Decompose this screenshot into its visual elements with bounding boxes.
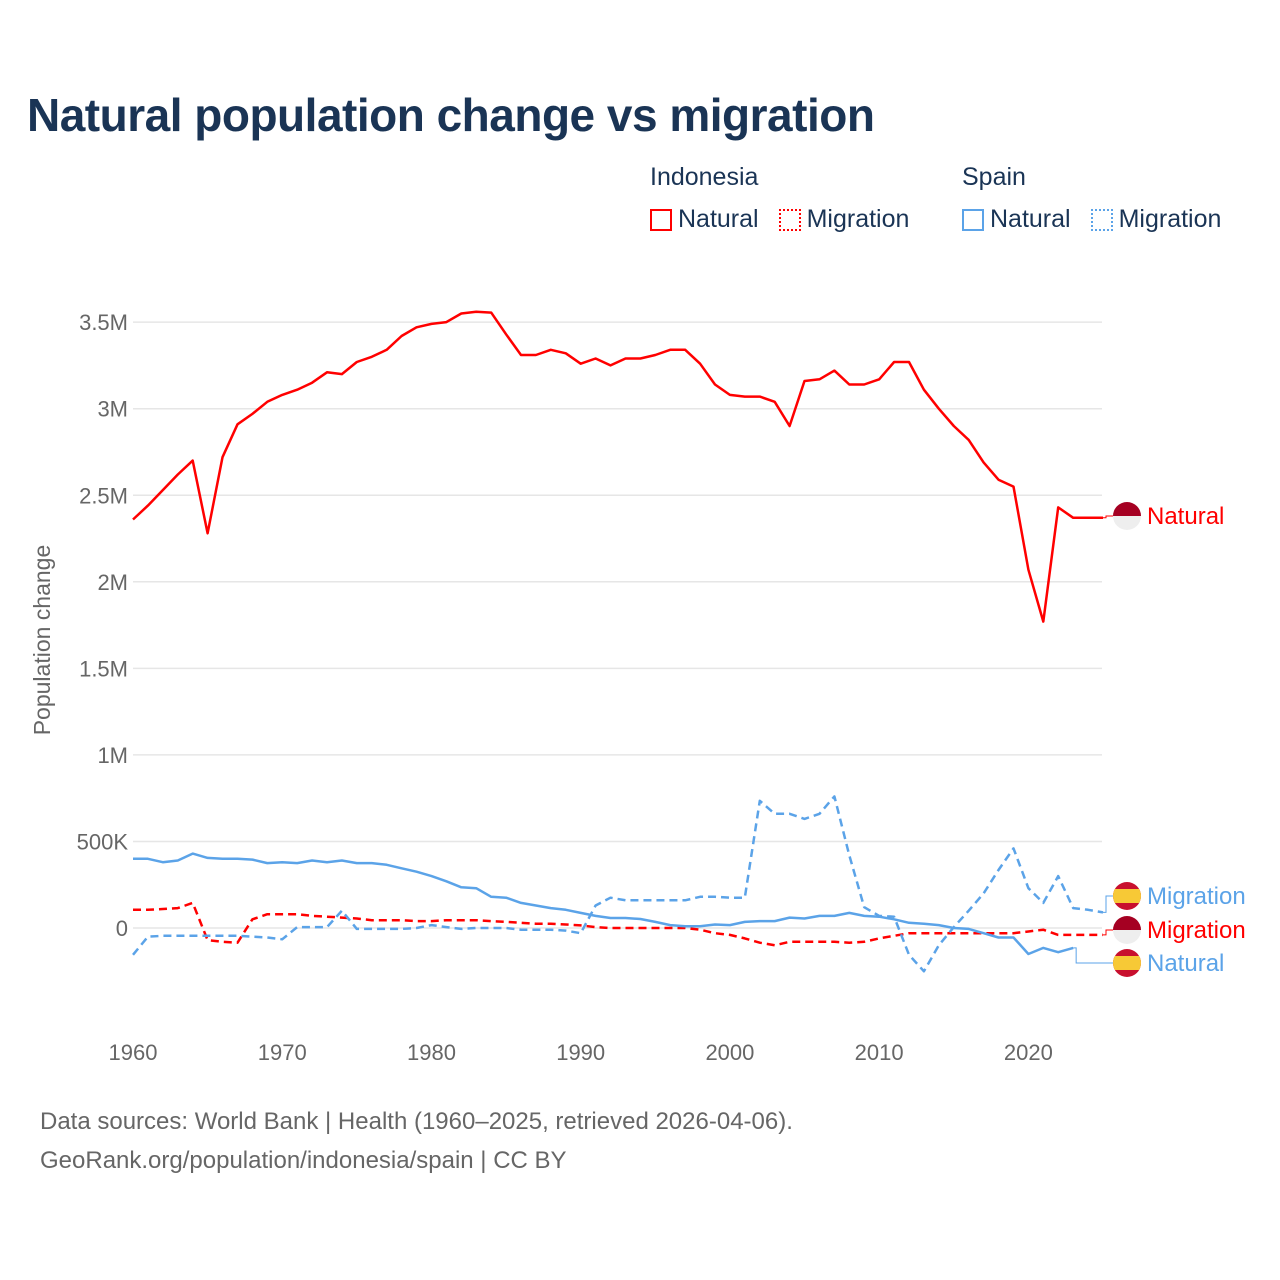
legend-group-spain: Spain: [962, 163, 1026, 191]
series-line-spain-migration: [132, 795, 1104, 973]
legend-items-indonesia: Natural Migration: [650, 205, 909, 234]
series-line-indonesia-migration: [133, 901, 1103, 947]
legend-items-spain: Natural Migration: [962, 205, 1221, 234]
flag-stripe: [1113, 889, 1141, 903]
legend-label: Migration: [806, 205, 910, 233]
label-connector: [1103, 929, 1113, 936]
x-tick-label: 2010: [855, 1040, 904, 1065]
y-tick-label: 1.5M: [79, 656, 128, 681]
legend-item-indonesia-migration[interactable]: Migration: [778, 205, 910, 234]
series-line-indonesia-natural: [132, 310, 1103, 623]
flag-stripe: [1113, 956, 1141, 970]
series-end-label: Natural: [1147, 950, 1224, 977]
flag-stripe: [1113, 502, 1141, 516]
footer-link[interactable]: GeoRank.org/population/indonesia/spain |…: [40, 1147, 567, 1174]
series-end-label: Natural: [1147, 503, 1224, 530]
indonesia-flag-icon: [1113, 916, 1141, 944]
flag-stripe: [1113, 930, 1141, 944]
footer-source: Data sources: World Bank | Health (1960–…: [40, 1108, 793, 1135]
series-line-spain-natural: [133, 852, 1074, 956]
dotted-swatch-icon: [778, 208, 801, 231]
solid-swatch-icon: [650, 208, 672, 231]
y-tick-label: 500K: [77, 829, 129, 854]
chart-title: Natural population change vs migration: [27, 89, 875, 141]
y-axis-label: Population change: [29, 545, 55, 736]
legend-item-indonesia-natural[interactable]: Natural: [650, 205, 759, 234]
x-tick-label: 1980: [407, 1040, 456, 1065]
legend-item-spain-migration[interactable]: Migration: [1090, 205, 1222, 234]
x-tick-label: 1970: [258, 1040, 307, 1065]
y-tick-label: 2M: [97, 570, 128, 595]
y-tick-label: 0: [116, 916, 128, 941]
x-tick-label: 1960: [109, 1040, 158, 1065]
y-tick-label: 1M: [97, 743, 128, 768]
y-tick-label: 3.5M: [79, 310, 128, 335]
x-tick-label: 2020: [1004, 1040, 1053, 1065]
indonesia-flag-icon: [1113, 502, 1141, 530]
legend-label: Natural: [678, 205, 759, 233]
solid-swatch-icon: [962, 208, 984, 231]
x-tick-label: 2000: [705, 1040, 754, 1065]
x-tick-label: 1990: [556, 1040, 605, 1065]
flag-stripe: [1113, 516, 1141, 530]
legend-group-indonesia: Indonesia: [650, 163, 759, 191]
spain-flag-icon: [1113, 882, 1141, 910]
spain-flag-icon: [1113, 949, 1141, 977]
flag-stripe: [1113, 916, 1141, 930]
dotted-swatch-icon: [1090, 208, 1113, 231]
label-connector: [1073, 947, 1113, 964]
y-tick-label: 3M: [97, 397, 128, 422]
series-end-label: Migration: [1147, 883, 1246, 910]
y-tick-label: 2.5M: [79, 483, 128, 508]
label-connector: [1103, 515, 1113, 519]
legend-item-spain-natural[interactable]: Natural: [962, 205, 1071, 234]
label-connector: [1103, 895, 1113, 913]
legend-label: Natural: [990, 205, 1071, 233]
series-end-label: Migration: [1147, 917, 1246, 944]
legend-label: Migration: [1118, 205, 1222, 233]
